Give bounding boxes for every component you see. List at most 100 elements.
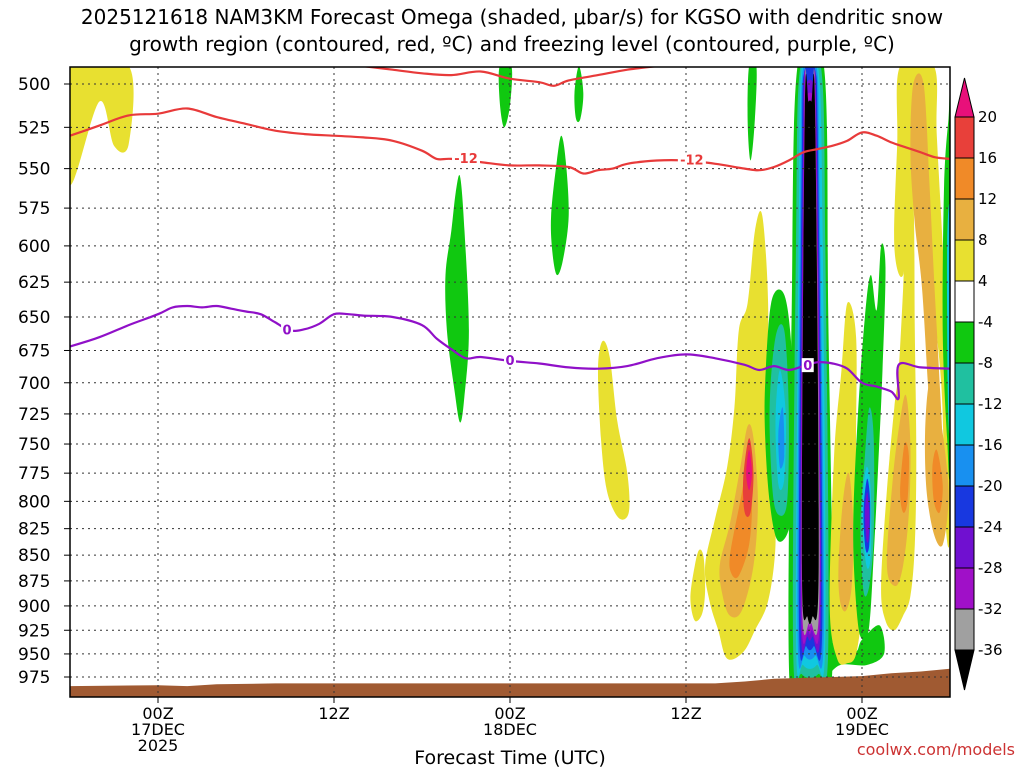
- omega-region-5: [597, 340, 630, 520]
- omega-region-4: [574, 67, 584, 123]
- omega-shading: [70, 67, 950, 690]
- contour-line-0: [70, 107, 950, 175]
- temperature-contours: -12 -12 0 0 0: [70, 67, 950, 401]
- colorbar-band--20--16: [954, 444, 975, 487]
- omega-region-0: [70, 67, 134, 185]
- colorbar-band-16-20: [954, 116, 975, 159]
- y-tick-label-825: 825: [18, 520, 50, 540]
- colorbar-band--24--20: [954, 485, 975, 528]
- colorbar-band--4-4: [954, 280, 975, 323]
- gridlines: [70, 67, 950, 697]
- y-tick-label-625: 625: [18, 273, 50, 293]
- colorbar-label--8: -8: [978, 354, 993, 372]
- colorbar-band-4-8: [954, 239, 975, 282]
- colorbar-band-8-12: [954, 198, 975, 241]
- y-tick-label-850: 850: [18, 546, 50, 566]
- omega-region-37: [894, 67, 950, 548]
- x-tick-label-0-1: 17DEC: [131, 720, 185, 739]
- colorbar-label-16: 16: [978, 149, 997, 167]
- x-tick-label-1-0: 12Z: [318, 704, 349, 723]
- y-tick-label-725: 725: [18, 405, 50, 425]
- x-tick-label-2-0: 00Z: [494, 704, 525, 723]
- y-tick-label-700: 700: [18, 374, 50, 394]
- colorbar-band--12--8: [954, 362, 975, 405]
- y-tick-label-975: 975: [18, 668, 50, 688]
- y-tick-label-900: 900: [18, 597, 50, 617]
- x-tick-label-4-1: 19DEC: [835, 720, 889, 739]
- x-tick-label-2-1: 18DEC: [483, 720, 537, 739]
- colorbar-band--32--28: [954, 567, 975, 610]
- y-tick-label-675: 675: [18, 341, 50, 361]
- contour-label-2-1: 0: [505, 354, 514, 369]
- contour-label-bg-0-1: [677, 152, 706, 167]
- contour-label-bg-0-0: [452, 150, 480, 165]
- omega-region-3: [550, 135, 569, 276]
- y-axis: 500 525 550 575 600 625 650 675 700 725 750 775 800 8…: [18, 75, 70, 688]
- x-tick-label-0-2: 2025: [138, 736, 179, 755]
- y-tick-label-500: 500: [18, 75, 50, 95]
- contour-label-bg-2-0: [281, 322, 294, 337]
- colorbar-bottom-arrow: [954, 649, 975, 691]
- y-tick-label-800: 800: [18, 492, 50, 512]
- omega-region-35: [886, 394, 911, 586]
- plot-area: -12 -12 0 0 0: [70, 67, 950, 697]
- x-tick-label-0-0: 00Z: [142, 704, 173, 723]
- contour-label-bg-2-2: [801, 358, 814, 373]
- colorbar-band-12-16: [954, 157, 975, 200]
- colorbar-label-12: 12: [978, 190, 997, 208]
- colorbar-top-arrow: [954, 77, 975, 118]
- y-tick-label-650: 650: [18, 308, 50, 328]
- x-axis-label: Forecast Time (UTC): [414, 747, 605, 768]
- contour-label-2-2: 0: [803, 359, 812, 374]
- contour-label-2-0: 0: [283, 324, 292, 339]
- y-tick-label-950: 950: [18, 645, 50, 665]
- x-tick-label-3-0: 12Z: [670, 704, 701, 723]
- colorbar-label--12: -12: [978, 395, 1003, 413]
- colorbar: 20 16 12 8 4 -4 -8 -12 -16 -20 -24 -28 -32 -36: [954, 77, 1003, 691]
- omega-region-1: [445, 175, 469, 423]
- x-tick-label-4-0: 00Z: [846, 704, 877, 723]
- omega-region-36: [900, 442, 910, 513]
- contour-line-1: [363, 67, 657, 87]
- colorbar-label--32: -32: [978, 600, 1003, 618]
- colorbar-label-4: 4: [978, 272, 988, 290]
- y-tick-label-875: 875: [18, 572, 50, 592]
- omega-region-38: [910, 73, 943, 492]
- chart-title-line-2: growth region (contoured, red, ºC) and f…: [129, 32, 895, 56]
- omega-region-28: [838, 472, 854, 612]
- omega-region-42: [946, 203, 950, 434]
- omega-region-12: [747, 67, 757, 161]
- y-tick-label-575: 575: [18, 199, 50, 219]
- colorbar-label-20: 20: [978, 108, 997, 126]
- y-tick-label-925: 925: [18, 621, 50, 641]
- terrain-fill: [70, 668, 950, 697]
- omega-region-7: [704, 211, 776, 660]
- chart-title-line-1: 2025121618 NAM3KM Forecast Omega (shaded…: [81, 5, 943, 29]
- colorbar-band--16--12: [954, 403, 975, 446]
- contour-line-2: [70, 304, 950, 401]
- omega-region-16: [778, 407, 785, 469]
- omega-region-40: [932, 449, 943, 514]
- colorbar-label-8: 8: [978, 231, 988, 249]
- terrain: [70, 668, 950, 697]
- contour-label-0-1: -12: [680, 154, 704, 169]
- y-tick-label-775: 775: [18, 464, 50, 484]
- omega-region-33: [864, 492, 870, 543]
- y-tick-label-600: 600: [18, 237, 50, 257]
- colorbar-label--20: -20: [978, 477, 1003, 495]
- omega-region-2: [498, 67, 513, 128]
- omega-region-6: [690, 549, 706, 622]
- colorbar-label--16: -16: [978, 436, 1003, 454]
- omega-region-26: [801, 73, 819, 625]
- y-tick-label-550: 550: [18, 160, 50, 180]
- colorbar-label--36: -36: [978, 641, 1003, 659]
- colorbar-label--24: -24: [978, 518, 1003, 536]
- credit-text: coolwx.com/models: [857, 740, 1015, 759]
- colorbar-label--4: -4: [978, 313, 993, 331]
- y-tick-label-750: 750: [18, 435, 50, 455]
- y-tick-label-525: 525: [18, 118, 50, 138]
- colorbar-band--8--4: [954, 321, 975, 364]
- contour-label-bg-2-1: [504, 352, 516, 367]
